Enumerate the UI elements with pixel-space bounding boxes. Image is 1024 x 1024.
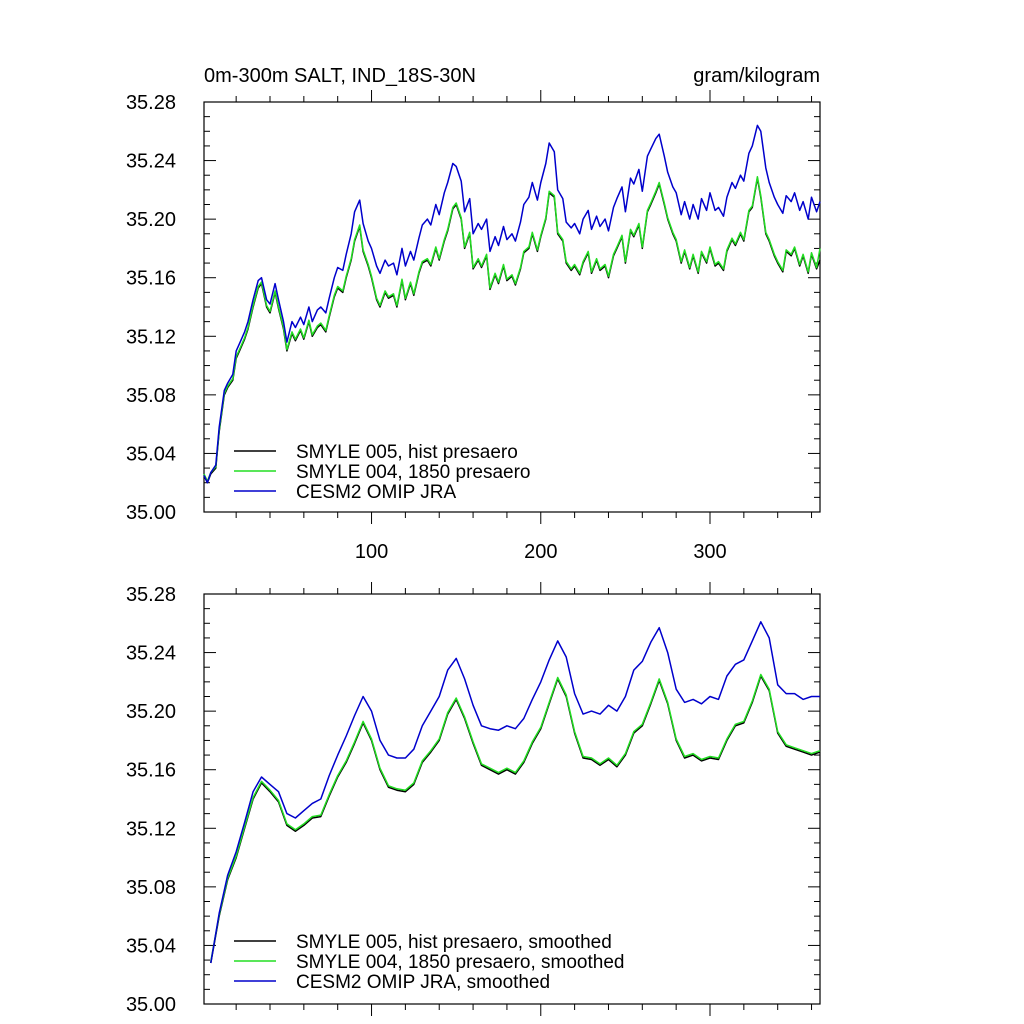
c1-legend-label: SMYLE 005, hist presaero, smoothed (296, 932, 612, 953)
c0-ytick-label: 35.04 (126, 443, 176, 465)
c1-series-line-1 (210, 673, 821, 962)
c0-units-label: gram/kilogram (693, 65, 820, 87)
c1-ytick-label: 35.20 (126, 701, 176, 723)
c0-ytick-label: 35.12 (126, 326, 176, 348)
c0-ytick-label: 35.20 (126, 209, 176, 231)
c0-chart-title: 0m-300m SALT, IND_18S-30N (204, 65, 476, 87)
c0-ytick-label: 35.16 (126, 268, 176, 290)
c0-ytick-label: 35.28 (126, 92, 176, 114)
c0-xtick-label: 100 (355, 541, 388, 563)
c0-series-line-0 (203, 177, 821, 484)
c0-series-line-1 (203, 175, 821, 482)
c1-ytick-label: 35.00 (126, 994, 176, 1016)
c0-xtick-label: 300 (693, 541, 726, 563)
c1-ytick-label: 35.24 (126, 643, 176, 665)
c1-ytick-label: 35.04 (126, 935, 176, 957)
c1-ytick-label: 35.12 (126, 818, 176, 840)
c1-ytick-label: 35.16 (126, 760, 176, 782)
c0-ytick-label: 35.24 (126, 151, 176, 173)
c1-legend-label: SMYLE 004, 1850 presaero, smoothed (296, 952, 624, 973)
c1-ytick-label: 35.08 (126, 877, 176, 899)
c0-legend-label: SMYLE 005, hist presaero (296, 442, 518, 463)
c1-series-line-0 (210, 675, 821, 964)
c0-ytick-label: 35.00 (126, 502, 176, 524)
chart-top: 35.00 35.04 35.08 35.12 35.16 35.20 35.24 35.28… (126, 65, 821, 563)
c0-series-line-2 (203, 124, 821, 484)
c0-legend-label: CESM2 OMIP JRA (296, 482, 456, 503)
c0-ytick-label: 35.08 (126, 385, 176, 407)
c0-xtick-label: 200 (524, 541, 557, 563)
c1-legend: SMYLE 005, hist presaero, smoothedSMYLE … (234, 932, 624, 993)
c1-series-line-2 (210, 621, 820, 964)
c1-ytick-label: 35.28 (126, 584, 176, 606)
c1-legend-label: CESM2 OMIP JRA, smoothed (296, 972, 550, 993)
c0-legend-label: SMYLE 004, 1850 presaero (296, 462, 531, 483)
chart-bottom: 35.00 35.04 35.08 35.12 35.16 35.20 35.24 35.28… (126, 582, 821, 1016)
